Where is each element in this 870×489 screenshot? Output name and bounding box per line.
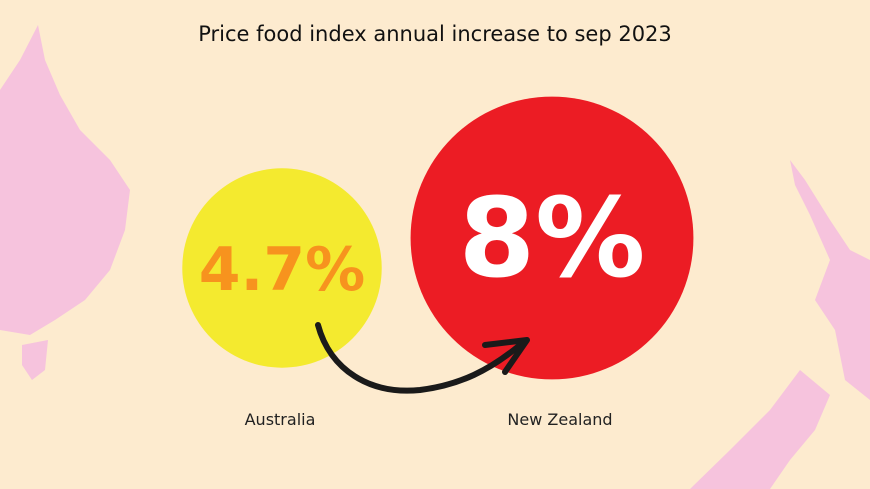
nz-north-island-map-shape xyxy=(790,160,870,400)
chart-title: Price food index annual increase to sep … xyxy=(198,22,672,46)
bubble-australia xyxy=(182,168,382,368)
australia-map-shape xyxy=(0,25,130,335)
bubble-new-zealand xyxy=(410,96,694,380)
value-label-new-zealand: 8% xyxy=(459,174,646,302)
category-label-new-zealand: New Zealand xyxy=(507,410,613,429)
tasmania-map-shape xyxy=(22,340,48,380)
nz-south-island-map-shape xyxy=(690,370,830,489)
value-label-australia: 4.7% xyxy=(199,235,365,305)
arrow-head-icon xyxy=(482,337,530,375)
category-label-australia: Australia xyxy=(244,410,316,429)
arrow-annotation xyxy=(315,322,523,394)
map-background xyxy=(0,25,870,489)
